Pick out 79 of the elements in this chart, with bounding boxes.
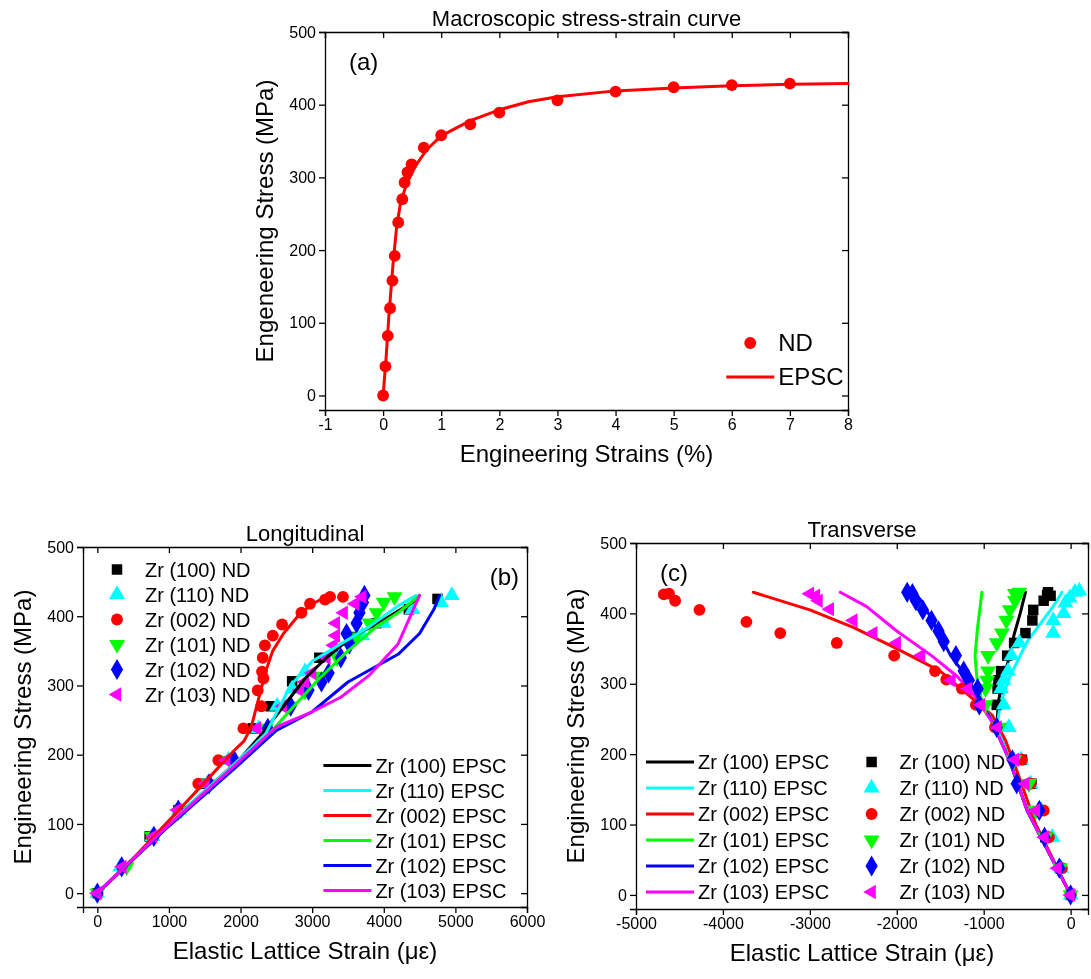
y-tick-label: 0 (65, 884, 75, 902)
y-tick-label: 400 (289, 96, 317, 114)
legend-label: Zr (101) EPSC (375, 829, 507, 852)
legend-label: Zr (103) ND (899, 881, 1006, 903)
legend-label: Zr (100) ND (145, 558, 251, 581)
y-tick-label: 500 (600, 534, 628, 552)
x-tick-label: 5 (669, 416, 679, 434)
legend-label: Zr (102) EPSC (375, 854, 507, 877)
x-axis-title: Engineering Strains (%) (459, 440, 714, 467)
x-tick-label: 0 (1066, 915, 1076, 933)
legend-label: Zr (002) ND (145, 608, 251, 631)
y-tick-label: 300 (47, 677, 75, 695)
legend-label: Zr (110) EPSC (698, 777, 828, 799)
legend-label: Zr (101) ND (145, 633, 251, 656)
x-tick-label: 8 (844, 416, 854, 434)
chart-title: Transverse (807, 517, 917, 542)
x-axis-title: Elastic Lattice Strain (με) (729, 939, 995, 966)
x-tick-label: 1 (437, 416, 447, 434)
x-tick-label: 1000 (151, 913, 188, 931)
legend-label: ND (778, 329, 813, 357)
legend-label: Zr (110) ND (145, 583, 250, 606)
x-tick-label: -1 (318, 416, 333, 434)
y-tick-label: 100 (289, 314, 317, 332)
x-tick-label: 0 (379, 416, 389, 434)
y-tick-label: 300 (289, 169, 317, 186)
legend-label: Zr (002) ND (899, 803, 1006, 825)
legend-label: Zr (103) ND (145, 683, 251, 706)
x-tick-label: -1000 (963, 915, 1005, 933)
x-tick-label: 0 (93, 913, 103, 931)
x-axis-title: Elastic Lattice Strain (με) (172, 937, 438, 964)
x-tick-label: 3 (553, 416, 563, 434)
x-tick-label: -5000 (616, 915, 658, 933)
chart-title: Longitudinal (245, 521, 365, 546)
legend-label: Zr (103) EPSC (698, 881, 830, 903)
y-tick-label: 400 (600, 605, 628, 622)
legend-label: Zr (100) EPSC (375, 754, 507, 777)
x-tick-label: -3000 (789, 915, 831, 933)
x-tick-label: 6 (727, 416, 737, 434)
x-tick-label: 7 (785, 416, 795, 434)
y-axis-title: Engeneering Stress (MPa) (251, 79, 278, 363)
y-tick-label: 100 (600, 816, 628, 834)
y-axis-title: Engineering Stress (MPa) (562, 588, 589, 864)
y-tick-label: 400 (47, 607, 75, 625)
legend-label: Zr (102) EPSC (698, 855, 830, 877)
legend-label: Zr (102) ND (899, 855, 1006, 877)
x-tick-label: 6000 (509, 913, 546, 931)
legend-label: Zr (101) ND (899, 829, 1006, 851)
annotation: (a) (349, 48, 379, 75)
y-tick-label: 100 (47, 815, 75, 833)
legend-label: Zr (100) ND (899, 751, 1006, 773)
legend-label: Zr (103) EPSC (375, 879, 507, 902)
y-tick-label: 500 (47, 538, 75, 556)
legend-label: EPSC (778, 363, 844, 391)
y-tick-label: 300 (600, 675, 628, 693)
y-tick-label: 0 (307, 387, 317, 405)
legend-label: Zr (002) EPSC (698, 803, 830, 825)
legend-label: Zr (101) EPSC (698, 829, 830, 851)
x-tick-label: 3000 (294, 913, 331, 931)
y-tick-label: 200 (47, 746, 75, 764)
annotation: (c) (660, 559, 688, 586)
chart-title: Macroscopic stress-strain curve (431, 6, 742, 31)
x-tick-label: 5000 (438, 913, 474, 931)
legend-label: Zr (110) EPSC (375, 779, 506, 802)
y-tick-label: 200 (289, 241, 317, 259)
y-tick-label: 500 (289, 23, 317, 41)
y-tick-label: 200 (600, 745, 628, 763)
annotation: (b) (489, 563, 519, 590)
legend-label: Zr (102) ND (145, 658, 251, 681)
y-tick-label: 0 (618, 886, 628, 904)
x-tick-label: 2000 (223, 913, 259, 931)
x-tick-label: -4000 (702, 915, 744, 933)
legend-label: Zr (110) ND (899, 777, 1004, 799)
y-axis-title: Engineering Stress (MPa) (9, 589, 36, 865)
x-tick-label: -2000 (876, 915, 918, 933)
x-tick-label: 2 (495, 416, 505, 434)
legend-label: Zr (100) EPSC (698, 751, 830, 773)
legend-label: Zr (002) EPSC (375, 804, 507, 827)
x-tick-label: 4 (611, 416, 621, 434)
x-tick-label: 4000 (366, 913, 403, 931)
